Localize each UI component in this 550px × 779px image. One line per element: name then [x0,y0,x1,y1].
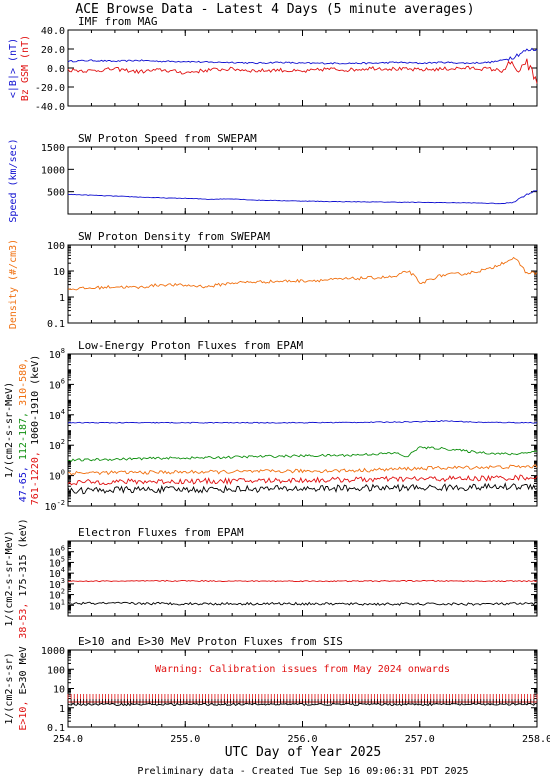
chart-panels: IMF from MAG -40.0 -20.0 0.0 20.0 40.0 <|B|> (… [4,15,550,745]
plot-frame [67,146,538,215]
y-axis-label-part: 112-187, [18,412,29,466]
series-line-761-1220 [67,474,538,486]
y-axis-label-part: E>10, [18,701,29,731]
y-axis-label: Density (#/cm3) [8,239,19,329]
y-tick-label: 105 [49,555,65,569]
y-tick-label: 1000 [41,165,65,176]
y-tick-label: 40.0 [41,26,65,37]
y-axis-label-part: 1060-1910 (keV) [30,355,41,451]
y-axis-label: Bz GSM (nT) [20,35,31,101]
series-line-1060-1910 [67,482,538,495]
y-tick-label: 104 [49,566,65,580]
series-line-47-65 [67,419,538,424]
panel-title: E>10 and E>30 MeV Proton Fluxes from SIS [78,635,343,648]
panel-5: Electron Fluxes from EPAM 101102103104105… [4,518,538,639]
panel-1: IMF from MAG -40.0 -20.0 0.0 20.0 40.0 <|B|> (… [8,15,538,113]
y-tick-label: 1 [59,704,65,715]
series-line-density [67,256,538,291]
x-tick-label: 255.0 [170,734,200,745]
y-tick-label: 0.0 [47,64,65,75]
x-tick-label: 258.0 [522,734,550,745]
panel-6: E>10 and E>30 MeV Proton Fluxes from SIS… [4,635,550,745]
y-tick-label: 102 [49,588,65,602]
y-tick-label: 100 [47,241,65,252]
y-tick-label: 0.1 [47,319,65,330]
footer-note: Preliminary data - Created Tue Sep 16 09… [137,766,468,777]
y-tick-label: 1 [59,293,65,304]
y-tick-label: 100 [47,665,65,676]
panel-annotation: Warning: Calibration issues from May 202… [155,664,450,675]
y-tick-label: 100 [49,469,65,483]
y-axis-label: 1/(cm2-s-sr) [4,652,15,724]
y-axis-label: E>10, E>30 MeV [18,646,29,730]
panel-4: Low-Energy Proton Fluxes from EPAM 10-2 10… [4,339,538,513]
y-tick-label: -20.0 [35,83,65,94]
y-tick-label: 106 [49,377,65,391]
x-tick-label: 256.0 [287,734,317,745]
y-axis-label-part: 175-315 (keV) [18,518,29,602]
series-line-bz-gsm [67,58,538,84]
y-axis-label: 761-1220, 1060-1910 (keV) [30,355,41,506]
y-tick-label: 1000 [41,646,65,657]
y-tick-label: 104 [49,408,65,422]
panel-title: Electron Fluxes from EPAM [78,526,244,539]
y-tick-label: 10 [53,685,65,696]
y-tick-label: 108 [49,347,65,361]
y-tick-label: 106 [49,545,65,559]
page-title: ACE Browse Data - Latest 4 Days (5 minut… [75,2,474,17]
y-axis-label: Speed (km/sec) [8,138,19,222]
panel-title: IMF from MAG [78,15,157,28]
panel-title: Low-Energy Proton Fluxes from EPAM [78,339,304,352]
series-line-175-315 [67,601,538,606]
plot-frame [67,649,538,728]
series-line-speed [67,190,538,205]
panel-title: SW Proton Speed from SWEPAM [78,132,257,145]
y-tick-label: 1500 [41,143,65,154]
y-axis-label-part: 761-1220, [30,451,41,505]
y-tick-label: -40.0 [35,102,65,113]
y-axis-label: <|B|> (nT) [8,38,19,98]
y-tick-label: 103 [49,577,65,591]
panel-3: SW Proton Density from SWEPAM 0.1 1 10 100 De… [8,230,538,330]
y-axis-label: 38-53, 175-315 (keV) [18,518,29,638]
y-axis-label-part: 47-65, [18,466,29,502]
x-tick-label: 257.0 [405,734,435,745]
y-tick-label: 0.1 [47,723,65,734]
panel-title: SW Proton Density from SWEPAM [78,230,270,243]
y-axis-label-part: E>30 MeV [18,646,29,700]
series-line-310-580 [67,464,538,476]
series-line-38-53 [68,579,538,583]
y-tick-label: 10 [53,267,65,278]
series-line-112-187 [67,446,538,462]
y-axis-label-part: 38-53, [18,603,29,639]
y-tick-label: 20.0 [41,45,65,56]
series-line--b- [67,47,538,65]
y-axis-label: 47-65, 112-187, 310-580, [18,358,29,503]
y-tick-label: 500 [47,188,65,199]
x-tick-label: 254.0 [53,734,83,745]
y-axis-label: 1/(cm2-s-sr-MeV) [4,382,15,478]
y-axis-label-part: 310-580, [18,358,29,412]
y-tick-label: 102 [49,438,65,452]
y-axis-label: 1/(cm2-s-sr-MeV) [4,530,15,626]
y-tick-label: 10-2 [45,499,65,513]
panel-2: SW Proton Speed from SWEPAM 500 1000 1500 Sp… [8,132,538,223]
plot-frame [67,353,538,507]
y-tick-label: 101 [49,598,65,612]
plot-frame [67,29,538,107]
x-axis-label: UTC Day of Year 2025 [225,745,382,760]
plot-frame [67,244,538,324]
